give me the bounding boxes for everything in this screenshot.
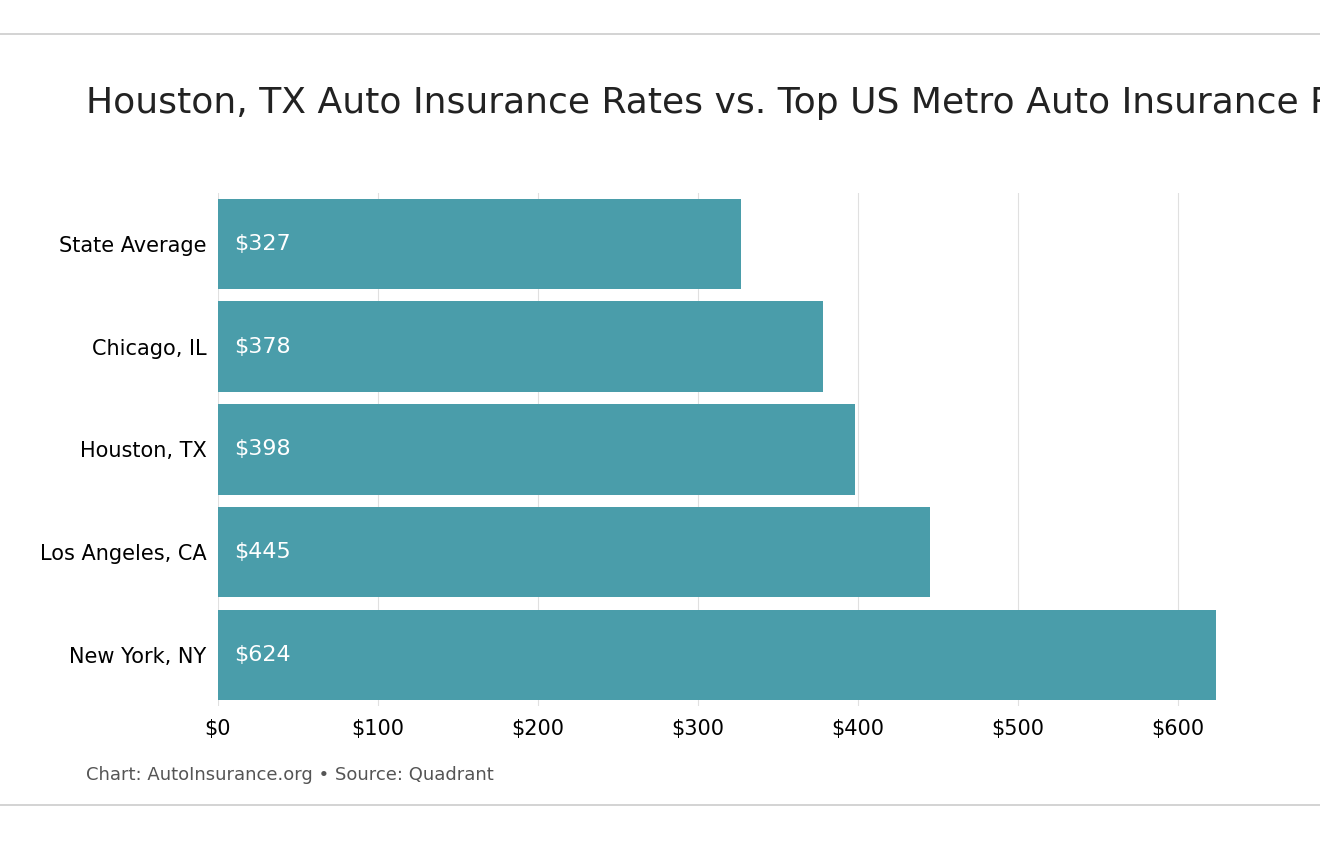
Text: $445: $445	[234, 542, 290, 562]
Text: Houston, TX Auto Insurance Rates vs. Top US Metro Auto Insurance Rates: Houston, TX Auto Insurance Rates vs. Top…	[86, 86, 1320, 120]
Text: $624: $624	[234, 645, 290, 665]
Text: Chart: AutoInsurance.org • Source: Quadrant: Chart: AutoInsurance.org • Source: Quadr…	[86, 766, 494, 784]
Text: $378: $378	[234, 336, 290, 357]
Text: $398: $398	[234, 439, 290, 460]
Bar	[218, 507, 929, 597]
Text: $327: $327	[234, 234, 290, 254]
Bar	[218, 199, 741, 289]
Bar	[218, 609, 1216, 700]
Bar	[218, 404, 854, 495]
Bar	[218, 301, 822, 392]
